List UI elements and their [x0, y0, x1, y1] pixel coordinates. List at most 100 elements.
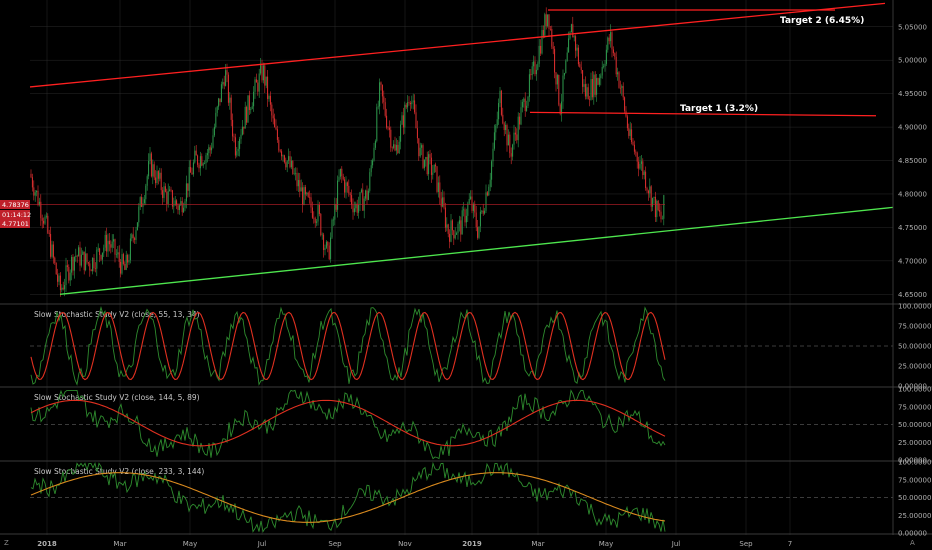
- candle-body: [339, 168, 341, 177]
- candle-body: [323, 234, 325, 251]
- candle-body: [92, 257, 94, 272]
- candle-body: [407, 102, 409, 108]
- candle-body: [216, 106, 218, 113]
- candle-body: [367, 190, 369, 200]
- low-price-value: 4.77101: [2, 220, 29, 228]
- candle-body: [87, 262, 89, 264]
- target-2-label[interactable]: Target 2 (6.45%): [780, 16, 864, 26]
- candle-body: [661, 218, 663, 220]
- candle-body: [313, 217, 315, 219]
- candle-body: [465, 215, 467, 223]
- candle-body: [243, 126, 245, 129]
- candle-body: [654, 196, 656, 218]
- candle-body: [134, 238, 136, 240]
- candle-body: [57, 274, 59, 282]
- study-1-title[interactable]: Slow Stochastic Study V2 (close, 55, 13,…: [34, 310, 200, 319]
- candle-body: [296, 172, 298, 187]
- candle-body: [155, 177, 157, 184]
- candle-body: [374, 141, 376, 148]
- candle-body: [267, 76, 269, 99]
- candle-body: [106, 234, 108, 252]
- candle-body: [71, 256, 73, 273]
- candle-body: [632, 141, 634, 145]
- candle-body: [342, 176, 344, 180]
- time-axis[interactable]: 2018 Mar May Jul Sep Nov 2019 Mar May Jul Sep 7: [37, 540, 792, 548]
- candle-body: [289, 156, 291, 168]
- candle-body: [365, 190, 367, 199]
- stochastic-pane-1[interactable]: Slow Stochastic Study V2 (close, 55, 13,…: [30, 305, 666, 386]
- candle-body: [544, 14, 546, 36]
- candle-body: [517, 116, 519, 141]
- candle-body: [135, 230, 137, 240]
- left-price-tags: 4.78376 01:14:12 4.77101: [0, 200, 31, 228]
- candle-body: [435, 164, 437, 167]
- panel-separators[interactable]: [0, 303, 932, 535]
- candle-body: [458, 220, 460, 224]
- candle-body: [159, 172, 161, 179]
- candle-body: [127, 255, 129, 263]
- candle-body: [437, 182, 439, 192]
- candle-body: [590, 79, 592, 100]
- candle-body: [122, 254, 124, 264]
- candle-body: [587, 87, 589, 100]
- candle-body: [201, 156, 203, 166]
- study-3-title[interactable]: Slow Stochastic Study V2 (close, 233, 3,…: [34, 467, 204, 476]
- channel-top-line[interactable]: [29, 2, 886, 88]
- channel-bottom-line[interactable]: [59, 206, 894, 295]
- candle-body: [467, 203, 469, 216]
- candle-body: [307, 192, 309, 197]
- candle-body: [328, 245, 330, 260]
- candle-body: [187, 183, 189, 191]
- candle-body: [369, 172, 371, 191]
- target-1-label[interactable]: Target 1 (3.2%): [680, 104, 758, 114]
- study-tick-label: 25.00000: [898, 512, 931, 520]
- time-tick-label: Sep: [739, 540, 753, 548]
- candle-body: [576, 47, 578, 51]
- study-2-title[interactable]: Slow Stochastic Study V2 (close, 144, 5,…: [34, 393, 200, 402]
- candle-body: [38, 201, 40, 206]
- candle-body: [653, 196, 655, 198]
- candle-body: [533, 61, 535, 67]
- candle-body: [528, 74, 530, 97]
- candle-body: [541, 30, 543, 54]
- candle-body: [401, 115, 403, 125]
- candle-body: [50, 234, 52, 257]
- candle-body: [523, 98, 525, 102]
- stochastic-pane-3[interactable]: Slow Stochastic Study V2 (close, 233, 3,…: [30, 461, 666, 533]
- candle-body: [496, 119, 498, 126]
- candle-body: [164, 186, 166, 192]
- candle-body: [62, 287, 64, 290]
- corner-right-icon[interactable]: A: [910, 539, 915, 547]
- stochastic-pane-2[interactable]: Slow Stochastic Study V2 (close, 144, 5,…: [30, 389, 666, 460]
- candle-body: [180, 201, 182, 206]
- candle-body: [384, 102, 386, 116]
- target-1-line[interactable]: [529, 111, 877, 117]
- candle-body: [551, 29, 553, 47]
- candle-body: [395, 144, 397, 151]
- price-tick-label: 5.00000: [898, 57, 927, 65]
- candle-body: [162, 190, 164, 198]
- corner-left-icon[interactable]: Z: [4, 539, 9, 547]
- candle-body: [44, 216, 46, 224]
- candle-body: [131, 234, 133, 239]
- candle-body: [111, 241, 113, 248]
- candle-body: [433, 164, 435, 173]
- candle-body: [191, 172, 193, 175]
- price-pane[interactable]: Target 2 (6.45%) Target 1 (3.2%): [29, 2, 894, 297]
- candle-body: [198, 164, 200, 169]
- candle-body: [562, 75, 564, 102]
- candle-body: [268, 95, 270, 99]
- candle-body: [603, 66, 605, 68]
- candle-body: [355, 203, 357, 209]
- candle-body: [197, 155, 199, 165]
- candle-body: [400, 124, 402, 142]
- candle-body: [349, 193, 351, 196]
- candle-body: [211, 147, 213, 151]
- price-axis[interactable]: 5.05000 5.00000 4.95000 4.90000 4.85000 4.800…: [892, 0, 932, 538]
- candle-body: [582, 70, 584, 87]
- candle-body: [58, 275, 60, 282]
- candle-body: [114, 239, 116, 255]
- candle-body: [463, 209, 465, 211]
- candle-body: [55, 263, 57, 275]
